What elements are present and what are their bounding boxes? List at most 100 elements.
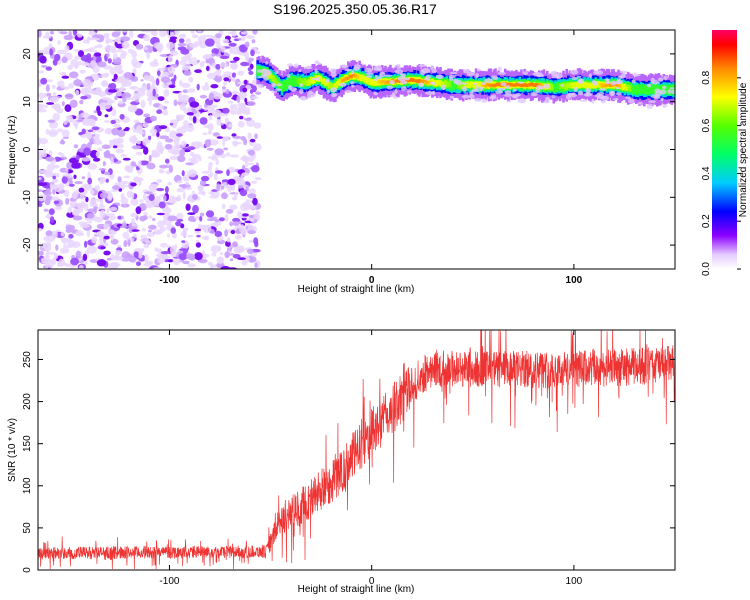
ridge-cell — [534, 83, 538, 88]
noise-speckle — [227, 100, 234, 104]
noise-speckle — [142, 193, 147, 201]
noise-speckle — [127, 239, 131, 247]
noise-speckle — [251, 165, 260, 173]
noise-speckle — [199, 94, 207, 99]
noise-speckle — [148, 135, 152, 140]
ridge-halo-speckle — [461, 82, 468, 85]
noise-speckle — [91, 126, 100, 131]
noise-speckle — [210, 84, 219, 89]
ridge-halo-speckle — [330, 71, 337, 78]
colorbar: 0.0 0.2 0.4 0.6 0.8 Normalized spectral ampl… — [701, 30, 749, 276]
noise-speckle — [130, 212, 138, 218]
noise-speckle — [38, 182, 48, 186]
noise-speckle — [38, 176, 42, 181]
ridge-halo-speckle — [429, 81, 437, 85]
ridge-halo-speckle — [517, 81, 524, 84]
noise-speckle — [42, 35, 52, 39]
noise-speckle — [234, 234, 242, 240]
noise-speckle — [182, 260, 190, 265]
noise-speckle — [118, 87, 125, 93]
noise-speckle — [247, 193, 257, 199]
noise-speckle — [247, 132, 252, 140]
ridge-halo-speckle — [365, 72, 374, 75]
noise-speckle — [110, 233, 114, 241]
ridge-halo-speckle — [329, 68, 337, 74]
noise-speckle — [110, 189, 118, 193]
ridge-halo-speckle — [663, 75, 668, 80]
noise-speckle — [38, 189, 44, 192]
ridge-cell — [368, 78, 371, 85]
noise-speckle — [215, 33, 222, 39]
ridge-cell — [643, 84, 646, 94]
noise-speckle — [45, 79, 54, 83]
noise-speckle — [210, 245, 221, 253]
ridge-cell — [301, 80, 305, 86]
noise-speckle — [249, 89, 254, 94]
noise-speckle — [244, 41, 250, 48]
noise-speckle — [177, 155, 186, 163]
noise-speckle — [194, 228, 202, 232]
noise-speckle — [232, 253, 241, 259]
noise-speckle — [38, 250, 44, 256]
noise-speckle — [74, 190, 79, 196]
noise-speckle — [100, 246, 106, 250]
noise-speckle — [169, 50, 179, 56]
noise-speckle — [64, 45, 70, 52]
noise-speckle — [240, 227, 247, 235]
noise-speckle — [87, 129, 94, 133]
noise-speckle — [208, 92, 215, 101]
ridge-cell — [552, 83, 556, 93]
noise-speckle — [113, 123, 121, 128]
noise-speckle — [40, 65, 48, 68]
noise-speckle — [48, 208, 55, 216]
ridge-halo-speckle — [353, 64, 361, 70]
ridge-cell — [492, 83, 496, 88]
noise-speckle — [144, 191, 153, 195]
noise-speckle — [182, 94, 187, 99]
noise-speckle — [227, 178, 236, 186]
noise-speckle — [229, 47, 233, 54]
snr-xlabel: Height of straight line (km) — [298, 584, 415, 595]
noise-speckle — [90, 37, 100, 41]
noise-speckle — [206, 218, 216, 222]
ridge-halo-speckle — [659, 89, 667, 95]
noise-speckle — [169, 36, 178, 40]
ridge-halo-speckle — [593, 70, 599, 75]
noise-speckle — [244, 160, 249, 167]
noise-speckle — [199, 180, 207, 186]
noise-speckle — [250, 217, 255, 223]
spectrogram-ytick-label: 0 — [22, 146, 33, 152]
noise-speckle — [219, 55, 230, 60]
noise-speckle — [239, 115, 244, 120]
ridge-halo-speckle — [658, 77, 664, 82]
ridge-cell — [330, 83, 334, 90]
noise-speckle — [117, 176, 122, 183]
noise-speckle — [187, 234, 194, 238]
ridge-cell — [351, 73, 355, 77]
ridge-cell — [588, 82, 591, 89]
ridge-cell — [419, 79, 423, 83]
ridge-cell — [489, 83, 492, 88]
ridge-cell — [623, 83, 627, 90]
noise-speckle — [153, 42, 163, 49]
noise-speckle — [154, 247, 159, 252]
ridge-cell — [335, 81, 339, 88]
noise-speckle — [113, 73, 118, 80]
noise-speckle — [179, 80, 183, 87]
noise-speckle — [219, 252, 224, 255]
noise-speckle — [239, 224, 245, 230]
noise-speckle — [179, 33, 187, 39]
ridge-halo-speckle — [492, 76, 499, 80]
ridge-halo-speckle — [394, 88, 398, 94]
ridge-halo-speckle — [669, 87, 675, 90]
ridge-cell — [531, 82, 534, 87]
noise-speckle — [45, 230, 53, 237]
noise-speckle — [75, 230, 84, 237]
noise-speckle — [65, 197, 70, 205]
noise-speckle — [85, 196, 89, 203]
noise-speckle — [158, 30, 168, 38]
ridge-cell — [576, 82, 580, 89]
ridge-halo-speckle — [476, 68, 481, 72]
ridge-cell — [659, 85, 662, 94]
noise-speckle — [250, 96, 259, 100]
